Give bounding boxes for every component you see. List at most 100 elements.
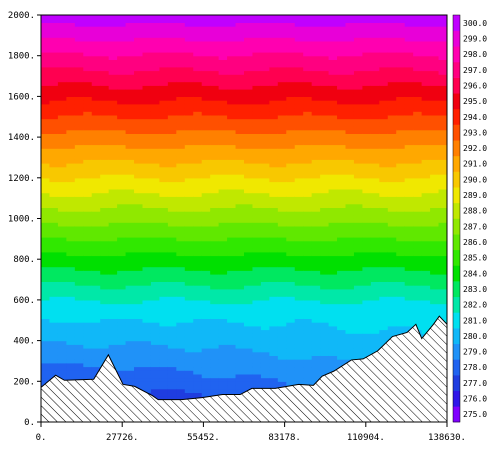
contour-cell (150, 255, 161, 260)
contour-cell (83, 348, 93, 353)
contour-cell (176, 159, 186, 164)
contour-cell (184, 85, 194, 90)
contour-cell (100, 285, 110, 290)
contour-cell (134, 274, 144, 279)
contour-cell (83, 277, 93, 282)
contour-cell (311, 336, 321, 342)
contour-cell (353, 170, 364, 175)
contour-cell (176, 70, 186, 75)
contour-cell (379, 229, 389, 234)
contour-cell (353, 299, 364, 305)
contour-cell (320, 262, 330, 268)
contour-cell (150, 270, 161, 275)
contour-cell (269, 248, 279, 253)
contour-cell (311, 325, 321, 331)
contour-cell (387, 52, 397, 57)
contour-cell (353, 277, 364, 282)
contour-cell (150, 203, 161, 208)
contour-cell (184, 385, 194, 390)
contour-cell (387, 292, 397, 297)
contour-cell (337, 251, 347, 257)
contour-cell (404, 44, 414, 49)
contour-cell (311, 103, 321, 109)
contour-cell (303, 22, 313, 27)
contour-cell (57, 274, 67, 279)
contour-cell (227, 107, 237, 112)
contour-cell (227, 237, 237, 242)
contour-cell (421, 274, 431, 279)
contour-cell (260, 333, 270, 338)
contour-cell (193, 255, 203, 260)
contour-cell (252, 240, 262, 245)
contour-cell (362, 344, 372, 349)
contour-cell (159, 70, 169, 75)
contour-cell (176, 288, 186, 294)
contour-cell (167, 377, 177, 382)
contour-cell (150, 344, 161, 349)
contour-cell (311, 122, 321, 127)
contour-cell (210, 318, 220, 323)
contour-cell (252, 44, 262, 49)
contour-cell (91, 336, 101, 342)
contour-cell (252, 373, 262, 379)
contour-cell (404, 203, 414, 208)
contour-cell (193, 133, 203, 138)
contour-cell (167, 174, 177, 179)
contour-cell (328, 126, 338, 131)
contour-cell (218, 203, 228, 208)
contour-cell (337, 259, 347, 264)
contour-cell (328, 318, 338, 323)
contour-cell (167, 103, 177, 109)
contour-cell (235, 211, 245, 216)
contour-cell (252, 366, 262, 371)
contour-cell (260, 163, 270, 168)
contour-cell (117, 285, 127, 290)
contour-cell (235, 89, 245, 94)
contour-cell (252, 266, 262, 271)
contour-cell (201, 148, 211, 153)
contour-cell (142, 70, 152, 75)
contour-cell (311, 259, 321, 264)
contour-cell (41, 314, 51, 319)
contour-cell (210, 307, 220, 312)
contour-cell (49, 48, 59, 53)
contour-cell (201, 159, 211, 164)
contour-cell (49, 229, 59, 234)
contour-cell (269, 114, 279, 120)
contour-cell (345, 100, 355, 105)
contour-cell (260, 255, 270, 260)
contour-cell (134, 237, 144, 242)
contour-cell (66, 140, 76, 146)
contour-cell (370, 89, 380, 94)
contour-cell (176, 114, 186, 120)
contour-cell (303, 233, 313, 238)
contour-cell (260, 44, 270, 49)
contour-cell (57, 22, 67, 27)
contour-cell (252, 285, 262, 290)
contour-cell (277, 336, 287, 342)
contour-cell (218, 351, 228, 356)
contour-cell (176, 388, 186, 393)
contour-cell (142, 344, 152, 349)
contour-cell (125, 59, 135, 64)
contour-cell (193, 81, 203, 86)
contour-cell (176, 211, 186, 216)
contour-cell (396, 177, 406, 183)
contour-cell (91, 214, 101, 220)
contour-cell (159, 251, 169, 257)
contour-cell (218, 322, 228, 327)
contour-cell (252, 89, 262, 94)
contour-cell (244, 336, 254, 342)
contour-cell (404, 181, 414, 186)
contour-cell (74, 225, 84, 231)
contour-cell (176, 244, 186, 249)
contour-cell (294, 33, 304, 38)
contour-cell (370, 266, 380, 271)
contour-cell (379, 288, 389, 294)
contour-cell (210, 311, 220, 316)
contour-cell (260, 55, 270, 60)
contour-cell (41, 277, 51, 282)
contour-cell (91, 311, 101, 316)
contour-cell (379, 255, 389, 260)
contour-cell (91, 344, 101, 349)
